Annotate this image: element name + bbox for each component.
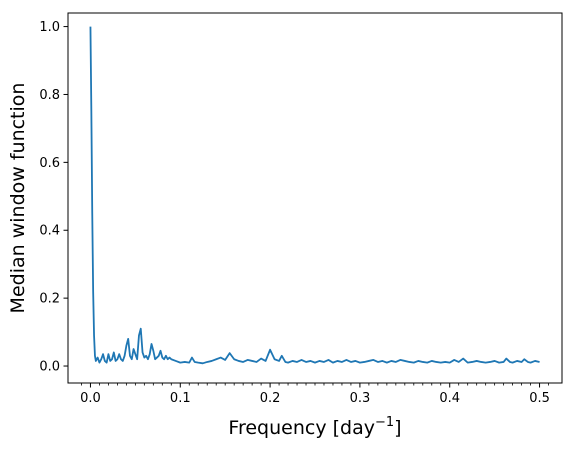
- x-tick-label: 0.0: [80, 391, 101, 406]
- y-tick-label: 0.2: [39, 292, 60, 307]
- y-tick-label: 0.4: [39, 224, 60, 239]
- x-axis-label: Frequency [day−1]: [228, 415, 401, 439]
- x-tick-label: 0.4: [439, 391, 460, 406]
- plot-series-layer: [89, 26, 540, 365]
- x-axis-label-close: ]: [394, 417, 401, 439]
- series-line-0: [89, 26, 540, 365]
- y-tick-label: 0.0: [39, 360, 60, 375]
- x-axis-label-exponent: −1: [375, 415, 394, 430]
- x-tick-label: 0.5: [529, 391, 550, 406]
- y-axis-ticks: 0.0 0.2 0.4 0.6 0.8 1.0: [39, 20, 68, 375]
- y-tick-label: 0.6: [39, 156, 60, 171]
- x-tick-label: 0.3: [350, 391, 371, 406]
- x-tick-label: 0.1: [170, 391, 191, 406]
- y-tick-label: 0.8: [39, 88, 60, 103]
- x-axis-label-text: Frequency [day: [228, 417, 375, 439]
- x-axis-ticks: 0.0 0.1 0.2 0.3 0.4 0.5: [80, 383, 550, 406]
- x-tick-label: 0.2: [260, 391, 281, 406]
- y-axis-label: Median window function: [7, 83, 29, 314]
- y-tick-label: 1.0: [39, 20, 60, 35]
